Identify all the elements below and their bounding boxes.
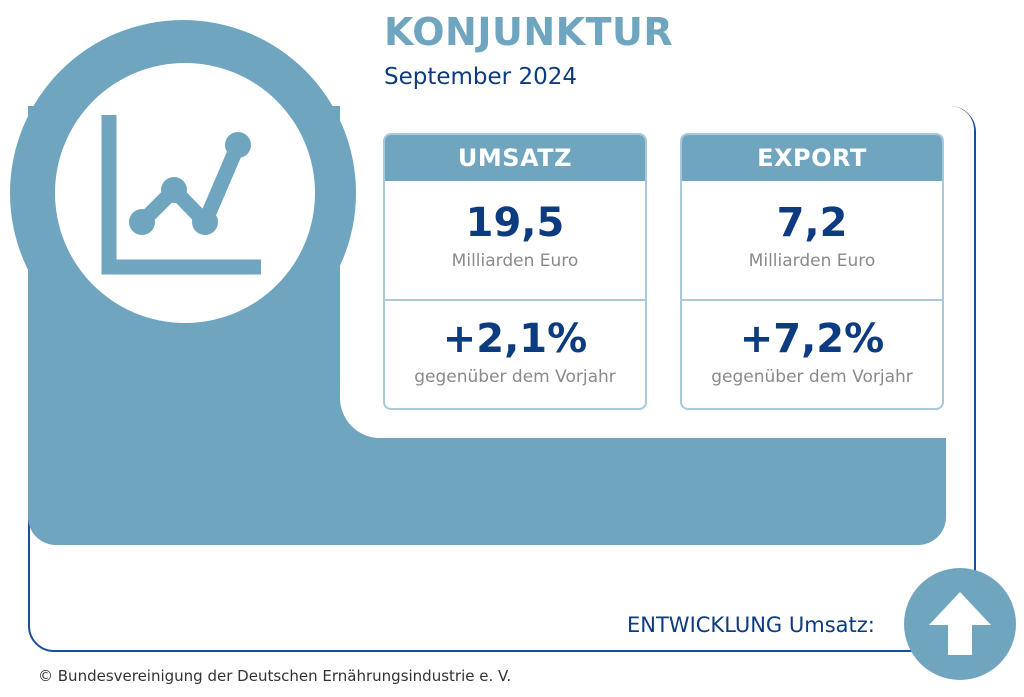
umsatz-change-label: gegenüber dem Vorjahr	[414, 367, 616, 387]
export-change-section: +7,2% gegenüber dem Vorjahr	[682, 301, 942, 416]
line-chart-icon	[101, 115, 261, 275]
export-value: 7,2	[776, 200, 848, 246]
umsatz-value-section: 19,5 Milliarden Euro	[385, 181, 645, 299]
umsatz-change-section: +2,1% gegenüber dem Vorjahr	[385, 301, 645, 416]
card-divider	[682, 299, 942, 301]
export-change: +7,2%	[739, 316, 885, 362]
umsatz-card-header: UMSATZ	[385, 135, 645, 181]
umsatz-card: UMSATZ 19,5 Milliarden Euro +2,1% gegenü…	[383, 133, 647, 410]
trend-badge	[904, 568, 1016, 680]
copyright-footer: © Bundesvereinigung der Deutschen Ernähr…	[38, 667, 512, 685]
export-card-header: EXPORT	[682, 135, 942, 181]
card-divider	[385, 299, 645, 301]
export-value-unit: Milliarden Euro	[748, 251, 876, 271]
export-change-label: gegenüber dem Vorjahr	[711, 367, 913, 387]
arrow-up-icon	[929, 592, 991, 655]
umsatz-value: 19,5	[465, 200, 565, 246]
umsatz-value-unit: Milliarden Euro	[451, 251, 579, 271]
page-title: KONJUNKTUR	[384, 10, 674, 54]
page-subtitle: September 2024	[384, 64, 577, 90]
export-card: EXPORT 7,2 Milliarden Euro +7,2% gegenüb…	[680, 133, 944, 410]
umsatz-change: +2,1%	[442, 316, 588, 362]
trend-label: ENTWICKLUNG Umsatz:	[627, 613, 875, 637]
export-value-section: 7,2 Milliarden Euro	[682, 181, 942, 299]
